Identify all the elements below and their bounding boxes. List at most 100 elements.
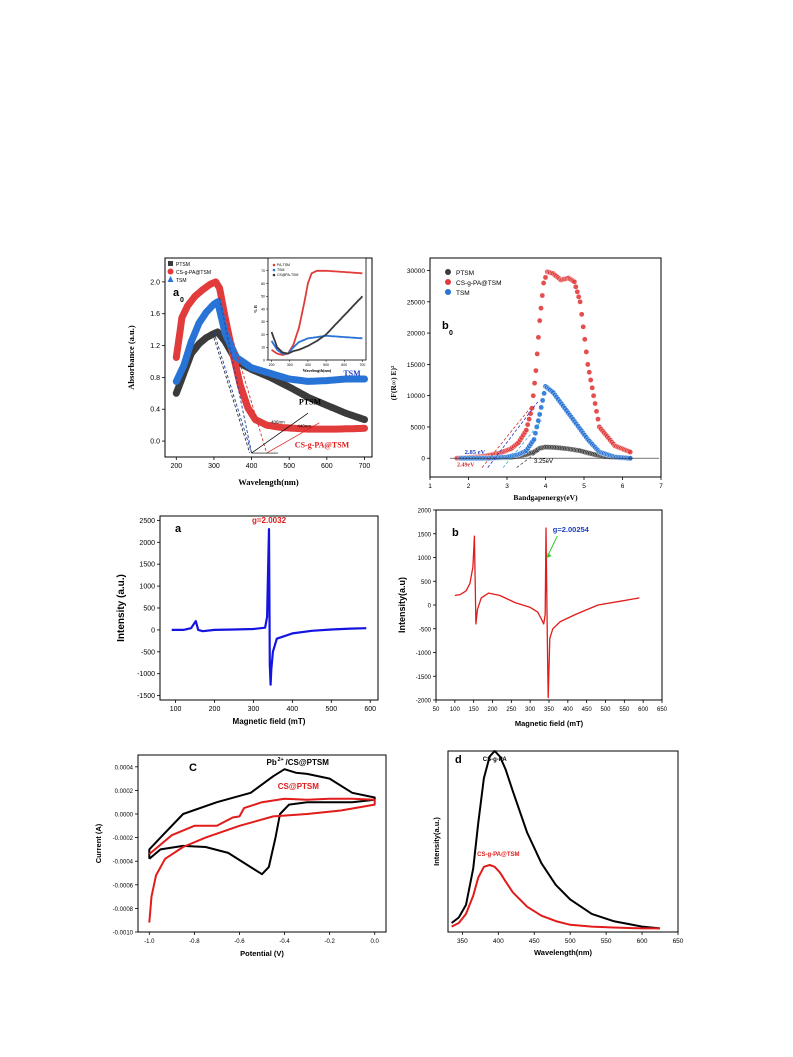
x-tick-label: 3	[505, 483, 509, 490]
x-tick-label: 100	[450, 707, 461, 713]
inset-x-tick-label: 700	[359, 363, 365, 367]
inset-series-2	[270, 295, 364, 355]
y-tick-label: -500	[419, 627, 432, 633]
x-axis-label: Wavelength(nm)	[238, 477, 299, 487]
x-tick-label: -0.8	[189, 939, 200, 945]
y-tick-label: 10000	[407, 393, 425, 400]
x-tick-label: 550	[619, 707, 630, 713]
inset-y-tick-label: 50	[261, 295, 265, 299]
data-point-1	[586, 369, 593, 376]
y-tick-label: 2500	[139, 518, 155, 525]
legend-label: CS-g-PA@TSM	[176, 270, 211, 276]
data-point-2	[538, 404, 545, 411]
panel-label-sub: 0	[180, 297, 184, 304]
plot-frame	[447, 750, 679, 933]
x-tick-label: 7	[659, 483, 663, 490]
label-cs-g-pa-tsm: CS-g-PA@TSM	[477, 852, 519, 858]
inset-y-tick-label: 30	[261, 320, 265, 324]
x-tick-label: 1	[428, 483, 432, 490]
data-point-1	[580, 323, 587, 330]
y-tick-label: -1500	[137, 693, 155, 700]
x-tick-label: 700	[359, 463, 371, 470]
x-tick-label: 500	[325, 706, 337, 713]
inset-x-tick-label: 500	[323, 363, 329, 367]
inset-chart: 200 300 400 500 600 700 0 10 20 30 40 50 60 70 PA-TSMT…	[253, 257, 367, 373]
x-tick-label: 400	[246, 463, 258, 470]
x-tick-label: 600	[638, 707, 649, 713]
data-point-2	[541, 390, 547, 397]
inset-legend-label: TSM	[277, 268, 284, 272]
x-tick-label: 600	[321, 463, 333, 470]
data-point-2	[531, 436, 537, 443]
label-440: 440nm	[297, 424, 311, 429]
y-tick-label: -0.0008	[113, 907, 134, 913]
x-axis-label: Magnetic field (mT)	[515, 719, 584, 728]
y-tick-label: -1500	[416, 675, 432, 681]
data-point-1	[523, 427, 530, 433]
legend-marker	[445, 289, 451, 295]
x-tick-label: 300	[248, 706, 260, 713]
x-tick-label: 450	[529, 938, 540, 945]
data-point-1	[540, 280, 547, 286]
x-tick-label: 350	[457, 938, 468, 945]
data-point-1	[526, 416, 532, 422]
x-tick-label: 200	[209, 706, 221, 713]
y-tick-label: 0	[421, 456, 425, 463]
inset-y-tick-label: 70	[261, 269, 265, 273]
x-tick-label: 5	[582, 483, 586, 490]
y-axis-label: Intensity(a.u)	[397, 577, 407, 633]
series-line-2	[172, 298, 368, 385]
data-point-1	[573, 283, 579, 290]
y-tick-label: 1500	[139, 562, 155, 569]
inset-y-tick-label: 20	[261, 333, 265, 337]
y-tick-label: 0.0004	[115, 765, 134, 771]
x-tick-label: 300	[208, 463, 220, 470]
inset-legend-marker	[272, 263, 276, 267]
y-tick-label: -0.0006	[113, 883, 134, 889]
legend-label: PTSM	[176, 262, 190, 268]
pointer-line	[266, 422, 320, 454]
y-tick-label: -1000	[137, 671, 155, 678]
data-point-1	[589, 384, 596, 391]
label-325: 3.25eV	[534, 459, 553, 465]
y-tick-label: -0.0004	[113, 860, 134, 866]
y-tick-label: 0.0	[150, 439, 160, 446]
inset-x-tick-label: 200	[269, 363, 275, 367]
label-285: 2.85 eV	[465, 449, 486, 456]
plot-frame	[137, 754, 387, 933]
y-tick-label: -0.0002	[113, 836, 134, 842]
data-point-2	[539, 397, 546, 404]
data-point-1	[577, 298, 583, 305]
inset-legend-label: PA-TSM	[277, 263, 290, 267]
label-ptsm: PTSM	[299, 397, 322, 406]
panel-label: b	[452, 527, 459, 539]
x-tick-label: -0.2	[324, 939, 335, 945]
data-point-1	[571, 278, 578, 285]
y-tick-label: 1.2	[150, 343, 160, 350]
data-point-1	[587, 377, 594, 383]
panel-a0: 200 300 400 500 600 7000.00.40.81.21.62.0TSMP…	[126, 257, 373, 487]
y-tick-label: 15000	[407, 362, 425, 369]
x-tick-label: 450	[582, 707, 593, 713]
data-point-1	[627, 449, 634, 455]
x-tick-label: 200	[487, 707, 498, 713]
x-tick-label: 250	[506, 707, 517, 713]
cv-red-line	[148, 797, 376, 923]
x-tick-label: 500	[565, 938, 576, 945]
x-tick-label: -0.4	[279, 939, 290, 945]
panel-label: a	[173, 287, 180, 299]
legend-label: TSM	[456, 290, 470, 297]
panel-label: d	[455, 754, 462, 766]
data-point-1	[531, 380, 538, 386]
data-point-2	[535, 417, 542, 424]
inset-x-tick-label: 600	[341, 363, 347, 367]
inset-x-tick-label: 400	[305, 363, 311, 367]
g-value-label: g=2.00254	[553, 525, 590, 534]
inset-y-tick-label: 0	[263, 358, 265, 362]
tangent-line	[224, 313, 268, 454]
y-tick-label: 0.4	[150, 407, 160, 414]
panel-label: a	[175, 523, 182, 535]
y-tick-label: 1500	[418, 532, 432, 538]
label-tsm: TSM	[343, 369, 361, 378]
epr-b-line	[454, 527, 640, 699]
